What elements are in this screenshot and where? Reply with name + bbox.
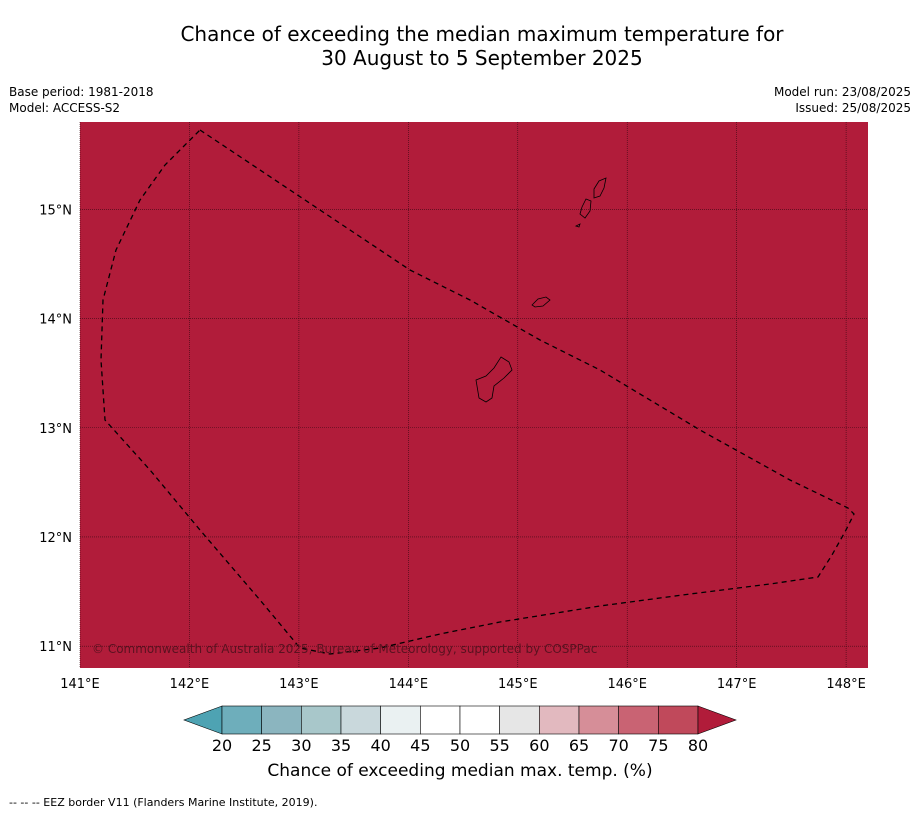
colorbar-tick-label: 20 — [212, 736, 232, 755]
latitude-tick-label: 15°N — [39, 203, 72, 218]
colorbar-tick-label: 30 — [291, 736, 311, 755]
longitude-tick-label: 144°E — [389, 677, 429, 692]
colorbar-tick-label: 65 — [569, 736, 589, 755]
colorbar-tick-label: 55 — [489, 736, 509, 755]
island-rota — [531, 296, 551, 308]
meta-left: Base period: 1981-2018 Model: ACCESS-S2 — [9, 84, 154, 116]
island-guam — [475, 356, 513, 403]
latitude-tick-label: 14°N — [39, 313, 72, 328]
colorbar-tick-label: 80 — [688, 736, 708, 755]
copyright-note: © Commonwealth of Australia 2025, Bureau… — [92, 642, 597, 656]
colorbar-tick-label: 50 — [450, 736, 470, 755]
meta-right: Model run: 23/08/2025 Issued: 25/08/2025 — [774, 84, 911, 116]
colorbar: 20 25 30 35 40 45 50 55 60 65 70 75 80 — [183, 705, 737, 755]
longitude-labels: 141°E 142°E 143°E 144°E 145°E 146°E 147°E 148°E — [60, 677, 866, 692]
latitude-tick-label: 11°N — [39, 640, 72, 655]
colorbar-tick-label: 60 — [529, 736, 549, 755]
longitude-tick-label: 141°E — [60, 677, 100, 692]
colorbar-tick-label: 40 — [370, 736, 390, 755]
colorbar-title: Chance of exceeding median max. temp. (%… — [267, 761, 653, 781]
issued-date: Issued: 25/08/2025 — [795, 101, 911, 115]
latitude-labels: 15°N 14°N 13°N 12°N 11°N — [39, 203, 72, 655]
graticule — [79, 122, 868, 668]
base-period: Base period: 1981-2018 — [9, 85, 154, 99]
model-name: Model: ACCESS-S2 — [9, 101, 121, 115]
island-aguijan — [574, 223, 581, 228]
title-line-2: 30 August to 5 September 2025 — [321, 46, 643, 70]
island-saipan — [593, 177, 607, 199]
colorbar-tick-label: 45 — [410, 736, 430, 755]
colorbar-swatch — [221, 705, 262, 735]
eez-footnote: -- -- -- EEZ border V11 (Flanders Marine… — [9, 796, 318, 809]
colorbar-swatch — [261, 705, 302, 735]
colorbar-tick-label: 70 — [608, 736, 628, 755]
colorbar-tick-label: 25 — [251, 736, 271, 755]
colorbar-swatch — [499, 705, 540, 735]
colorbar-swatch — [618, 705, 659, 735]
model-run: Model run: 23/08/2025 — [773, 85, 911, 99]
title-line-1: Chance of exceeding the median maximum t… — [180, 22, 784, 46]
latitude-tick-label: 12°N — [39, 531, 72, 546]
longitude-tick-label: 143°E — [279, 677, 319, 692]
map-title: Chance of exceeding the median maximum t… — [0, 22, 919, 70]
colorbar-tick-label: 35 — [331, 736, 351, 755]
colorbar-swatch — [301, 705, 342, 735]
longitude-tick-label: 145°E — [498, 677, 538, 692]
longitude-tick-label: 146°E — [607, 677, 647, 692]
longitude-tick-label: 147°E — [717, 677, 757, 692]
colorbar-swatch — [380, 705, 421, 735]
islands — [475, 177, 607, 403]
colorbar-swatch — [578, 705, 619, 735]
colorbar-swatch — [340, 705, 381, 735]
map-figure: © Commonwealth of Australia 2025, Bureau… — [39, 122, 868, 755]
island-tinian — [579, 198, 592, 219]
colorbar-extend-high — [697, 705, 737, 735]
colorbar-swatch — [658, 705, 699, 735]
longitude-tick-label: 142°E — [170, 677, 210, 692]
colorbar-swatch — [420, 705, 461, 735]
colorbar-swatch — [539, 705, 580, 735]
latitude-tick-label: 13°N — [39, 422, 72, 437]
colorbar-swatch — [459, 705, 500, 735]
colorbar-extend-low — [183, 705, 223, 735]
longitude-tick-label: 148°E — [826, 677, 866, 692]
colorbar-tick-label: 75 — [648, 736, 668, 755]
